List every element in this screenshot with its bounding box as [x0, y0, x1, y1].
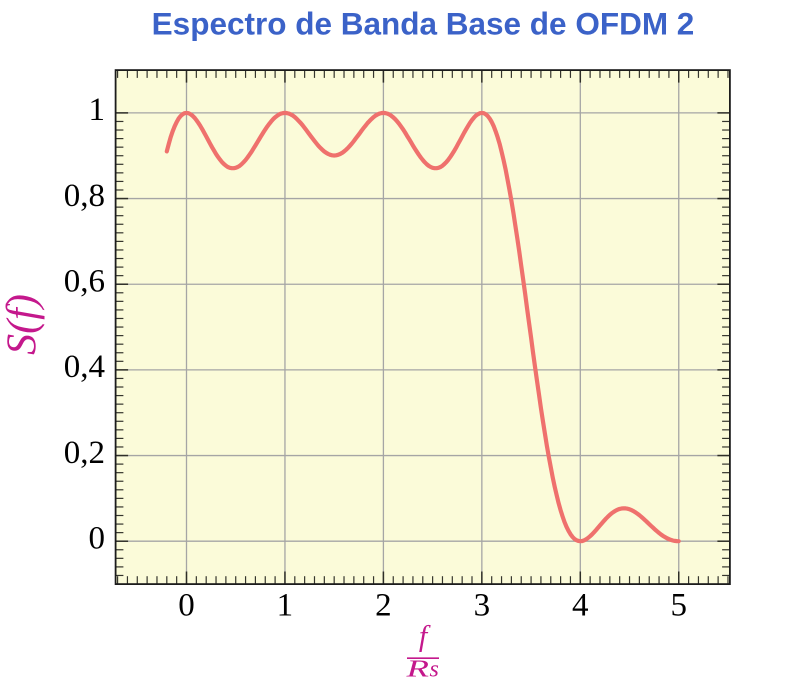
svg-text:0,2: 0,2 — [64, 435, 105, 471]
svg-text:1: 1 — [277, 588, 294, 624]
svg-text:Espectro de Banda Base de OFDM: Espectro de Banda Base de OFDM 2 — [152, 5, 695, 41]
svg-text:0,6: 0,6 — [64, 264, 105, 300]
svg-text:R: R — [405, 657, 430, 683]
svg-text:0,8: 0,8 — [64, 178, 105, 214]
svg-text:0: 0 — [178, 588, 195, 624]
svg-text:S(f): S(f) — [0, 294, 46, 355]
svg-text:4: 4 — [572, 588, 589, 624]
svg-text:5: 5 — [671, 588, 688, 624]
svg-text:s: s — [430, 657, 439, 683]
svg-text:0,4: 0,4 — [64, 349, 105, 385]
svg-text:3: 3 — [474, 588, 491, 624]
svg-text:0: 0 — [89, 521, 106, 557]
svg-text:1: 1 — [89, 92, 106, 128]
svg-text:2: 2 — [375, 588, 392, 624]
